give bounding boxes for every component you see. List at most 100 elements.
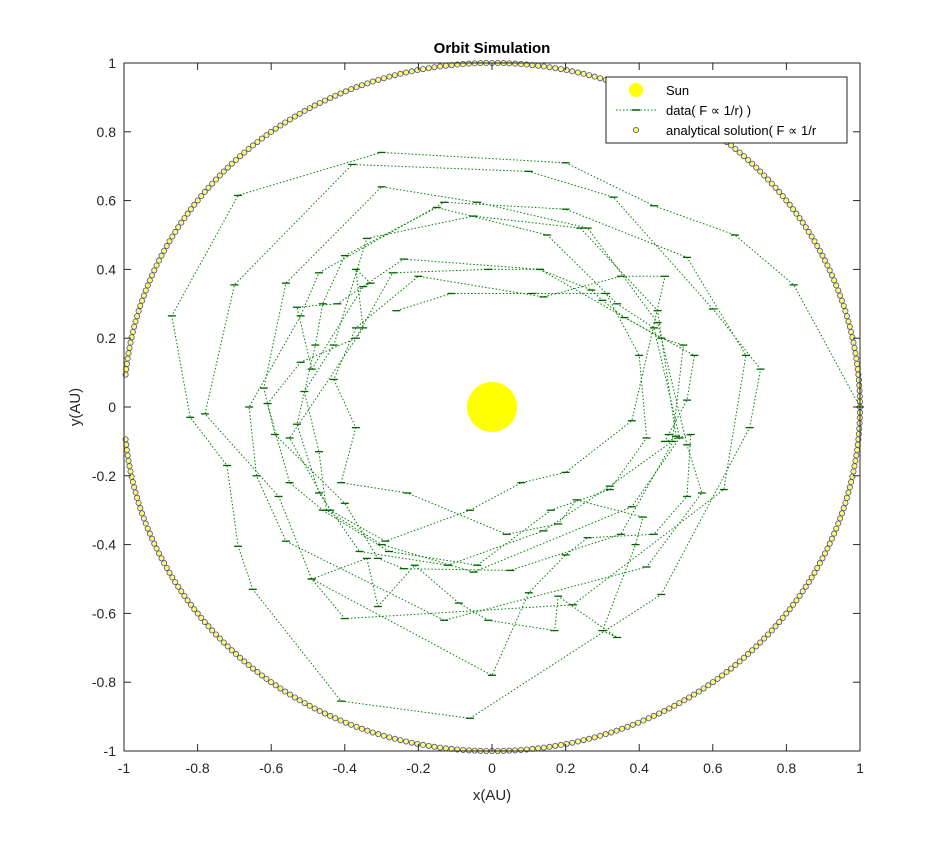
y-tick-label: 0 xyxy=(108,399,116,415)
analytical-point xyxy=(749,647,756,654)
analytical-point xyxy=(757,639,764,646)
analytical-point xyxy=(732,145,739,152)
analytical-point xyxy=(342,719,349,726)
analytical-point xyxy=(855,430,862,437)
analytical-point xyxy=(187,601,194,608)
analytical-point xyxy=(156,257,163,264)
analytical-point xyxy=(740,153,747,160)
x-tick-label: -0.6 xyxy=(259,760,283,776)
analytical-point xyxy=(563,67,570,74)
analytical-point xyxy=(772,623,779,630)
analytical-point xyxy=(187,206,194,213)
analytical-point xyxy=(650,712,657,719)
analytical-point xyxy=(245,662,252,669)
analytical-point xyxy=(184,597,191,604)
analytical-point xyxy=(375,76,382,83)
analytical-point xyxy=(635,719,642,726)
analytical-point xyxy=(286,691,293,698)
analytical-point xyxy=(140,515,147,522)
analytical-point xyxy=(263,132,270,139)
analytical-point xyxy=(169,233,176,240)
analytical-point xyxy=(224,643,231,650)
analytical-point xyxy=(224,164,231,171)
analytical-point xyxy=(124,355,131,362)
analytical-point xyxy=(348,86,355,93)
analytical-point xyxy=(686,694,693,701)
analytical-point xyxy=(369,729,376,736)
analytical-point xyxy=(332,715,339,722)
analytical-point xyxy=(671,702,678,709)
analytical-point xyxy=(854,447,861,454)
analytical-point xyxy=(277,685,284,692)
analytical-point xyxy=(156,550,163,557)
analytical-point xyxy=(808,574,815,581)
analytical-point xyxy=(740,654,747,661)
analytical-point xyxy=(563,740,570,747)
analytical-point xyxy=(831,277,838,284)
legend-data-label: data( F ∝ 1/r) ) xyxy=(666,103,751,118)
analytical-point xyxy=(386,73,393,80)
analytical-point xyxy=(134,313,141,320)
analytical-point xyxy=(552,65,559,72)
analytical-point xyxy=(163,243,170,250)
analytical-point xyxy=(843,313,850,320)
analytical-point xyxy=(796,215,803,222)
analytical-point xyxy=(828,535,835,542)
analytical-point xyxy=(268,679,275,686)
analytical-point xyxy=(403,69,410,76)
analytical-point xyxy=(535,62,542,69)
analytical-point xyxy=(824,545,831,552)
analytical-point xyxy=(753,164,760,171)
analytical-point xyxy=(719,672,726,679)
analytical-point xyxy=(258,135,265,142)
analytical-point xyxy=(849,473,856,480)
analytical-point xyxy=(613,727,620,734)
analytical-point xyxy=(828,272,835,279)
analytical-point xyxy=(123,447,130,454)
analytical-point xyxy=(853,452,860,459)
analytical-point xyxy=(845,489,852,496)
analytical-point xyxy=(132,318,139,325)
analytical-point xyxy=(783,197,790,204)
analytical-point xyxy=(131,323,138,330)
analytical-point xyxy=(619,725,626,732)
analytical-point xyxy=(358,82,365,89)
analytical-point xyxy=(661,708,668,715)
analytical-point xyxy=(306,105,313,112)
analytical-point xyxy=(816,247,823,254)
analytical-point xyxy=(198,614,205,621)
analytical-point xyxy=(591,73,598,80)
analytical-point xyxy=(358,725,365,732)
analytical-point xyxy=(153,262,160,269)
analytical-point xyxy=(845,318,852,325)
analytical-point xyxy=(846,484,853,491)
analytical-point xyxy=(123,360,130,367)
analytical-point xyxy=(666,705,673,712)
analytical-point xyxy=(540,744,547,751)
analytical-point xyxy=(546,64,553,71)
analytical-point xyxy=(736,658,743,665)
analytical-point xyxy=(723,669,730,676)
analytical-point xyxy=(232,156,239,163)
analytical-point xyxy=(386,734,393,741)
analytical-point xyxy=(512,747,519,754)
analytical-point xyxy=(745,156,752,163)
analytical-point xyxy=(408,68,415,75)
analytical-point xyxy=(517,746,524,753)
analytical-point xyxy=(201,188,208,195)
analytical-point xyxy=(656,710,663,717)
analytical-point xyxy=(128,334,135,341)
analytical-point xyxy=(826,267,833,274)
analytical-point xyxy=(848,328,855,335)
analytical-point xyxy=(437,744,444,751)
analytical-point xyxy=(337,90,344,97)
analytical-point xyxy=(316,708,323,715)
analytical-point xyxy=(125,350,132,357)
analytical-point xyxy=(821,550,828,557)
analytical-point xyxy=(403,738,410,745)
analytical-point xyxy=(811,238,818,245)
analytical-point xyxy=(153,545,160,552)
analytical-point xyxy=(431,64,438,71)
analytical-point xyxy=(175,583,182,590)
analytical-point xyxy=(216,172,223,179)
